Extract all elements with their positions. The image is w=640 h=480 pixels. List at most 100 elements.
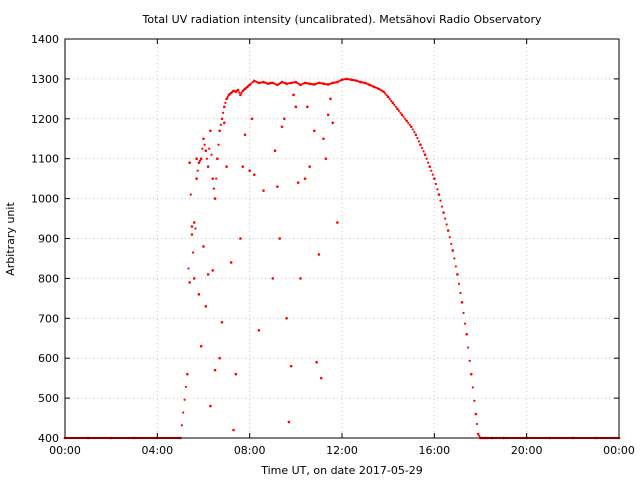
data-point	[393, 103, 396, 106]
data-point	[467, 346, 470, 349]
y-tick-label: 1400	[31, 33, 59, 46]
data-point	[192, 277, 196, 280]
data-point	[430, 169, 433, 172]
data-point	[445, 223, 448, 226]
data-point	[383, 92, 387, 95]
data-point	[465, 332, 468, 336]
data-point	[226, 95, 229, 98]
outlier-point	[204, 305, 208, 308]
outlier-point	[257, 328, 261, 332]
data-point	[448, 236, 451, 239]
data-point	[453, 257, 456, 260]
data-point	[202, 137, 205, 141]
outlier-point	[206, 273, 210, 276]
data-point	[436, 188, 439, 191]
data-point	[442, 211, 445, 214]
data-point	[478, 434, 481, 438]
outlier-point	[313, 129, 316, 133]
y-tick-label: 400	[38, 432, 59, 445]
data-point	[225, 97, 228, 101]
data-point	[182, 411, 185, 414]
outlier-point	[306, 105, 309, 109]
data-point	[394, 105, 397, 108]
data-point	[184, 385, 188, 389]
outlier-point	[211, 269, 215, 272]
data-point	[464, 322, 467, 325]
x-tick-label: 12:00	[326, 444, 358, 457]
outlier-point	[209, 404, 212, 408]
data-point	[433, 177, 436, 180]
data-point	[396, 107, 399, 111]
outlier-point	[329, 97, 332, 101]
data-point	[428, 165, 432, 168]
data-point	[192, 251, 195, 254]
data-point	[403, 117, 407, 120]
data-point	[188, 161, 191, 164]
outlier-point	[282, 117, 286, 121]
outlier-point	[308, 165, 311, 168]
outlier-point	[280, 125, 284, 129]
data-point	[400, 113, 404, 117]
data-point	[195, 177, 198, 180]
data-point	[471, 386, 474, 389]
tick-labels-layer: 400 500 600 700 800 900 1000 1100 1200 1300 1400 00…	[31, 33, 635, 457]
data-point	[417, 140, 421, 143]
outlier-point	[317, 253, 321, 256]
outlier-point	[252, 173, 256, 176]
data-point	[208, 147, 211, 150]
chart-title: Total UV radiation intensity (uncalibrat…	[142, 13, 542, 26]
data-point	[407, 121, 410, 124]
data-point	[459, 291, 462, 295]
data-point	[220, 117, 224, 121]
x-tick-label: 00:00	[49, 444, 81, 457]
data-point	[219, 123, 222, 126]
grid-layer	[65, 39, 619, 438]
data-point	[217, 143, 220, 146]
data-point	[209, 129, 212, 133]
data-point	[206, 165, 210, 168]
outlier-point	[234, 372, 238, 376]
data-point	[476, 432, 480, 436]
y-tick-label: 1000	[31, 193, 59, 206]
outlier-point	[197, 293, 201, 296]
y-tick-label: 1200	[31, 113, 59, 126]
outlier-point	[319, 376, 323, 380]
outlier-point	[326, 113, 330, 117]
data-point	[215, 177, 218, 180]
outlier-point	[199, 344, 203, 348]
data-point	[218, 129, 221, 133]
outlier-point	[324, 157, 328, 160]
outlier-point	[296, 181, 300, 184]
data-point	[468, 359, 471, 362]
x-tick-label: 00:00	[603, 444, 635, 457]
data-point	[388, 97, 391, 100]
outlier-point	[273, 149, 277, 153]
data-point	[222, 105, 226, 109]
data-point	[454, 265, 457, 268]
data-point	[204, 149, 208, 153]
data-point	[194, 227, 197, 230]
data-point	[390, 99, 393, 102]
data-point	[450, 242, 453, 245]
x-axis-label: Time UT, on date 2017-05-29	[260, 464, 423, 477]
outlier-point	[250, 117, 254, 121]
data-point	[437, 193, 441, 196]
data-point	[180, 424, 183, 427]
outlier-point	[188, 281, 191, 284]
x-tick-label: 20:00	[511, 444, 543, 457]
data-point	[222, 111, 225, 114]
data-point	[201, 147, 204, 150]
y-tick-label: 600	[38, 352, 59, 365]
data-point	[382, 90, 385, 93]
data-point	[205, 157, 209, 160]
data-point	[420, 146, 424, 150]
outlier-point	[322, 137, 325, 141]
outlier-point	[222, 121, 226, 125]
data-point	[196, 169, 199, 172]
outlier-point	[229, 261, 233, 264]
outlier-point	[269, 81, 272, 85]
data-point	[408, 123, 411, 126]
ticks-layer	[64, 38, 620, 439]
data-point	[210, 153, 213, 156]
data-point	[446, 229, 450, 232]
